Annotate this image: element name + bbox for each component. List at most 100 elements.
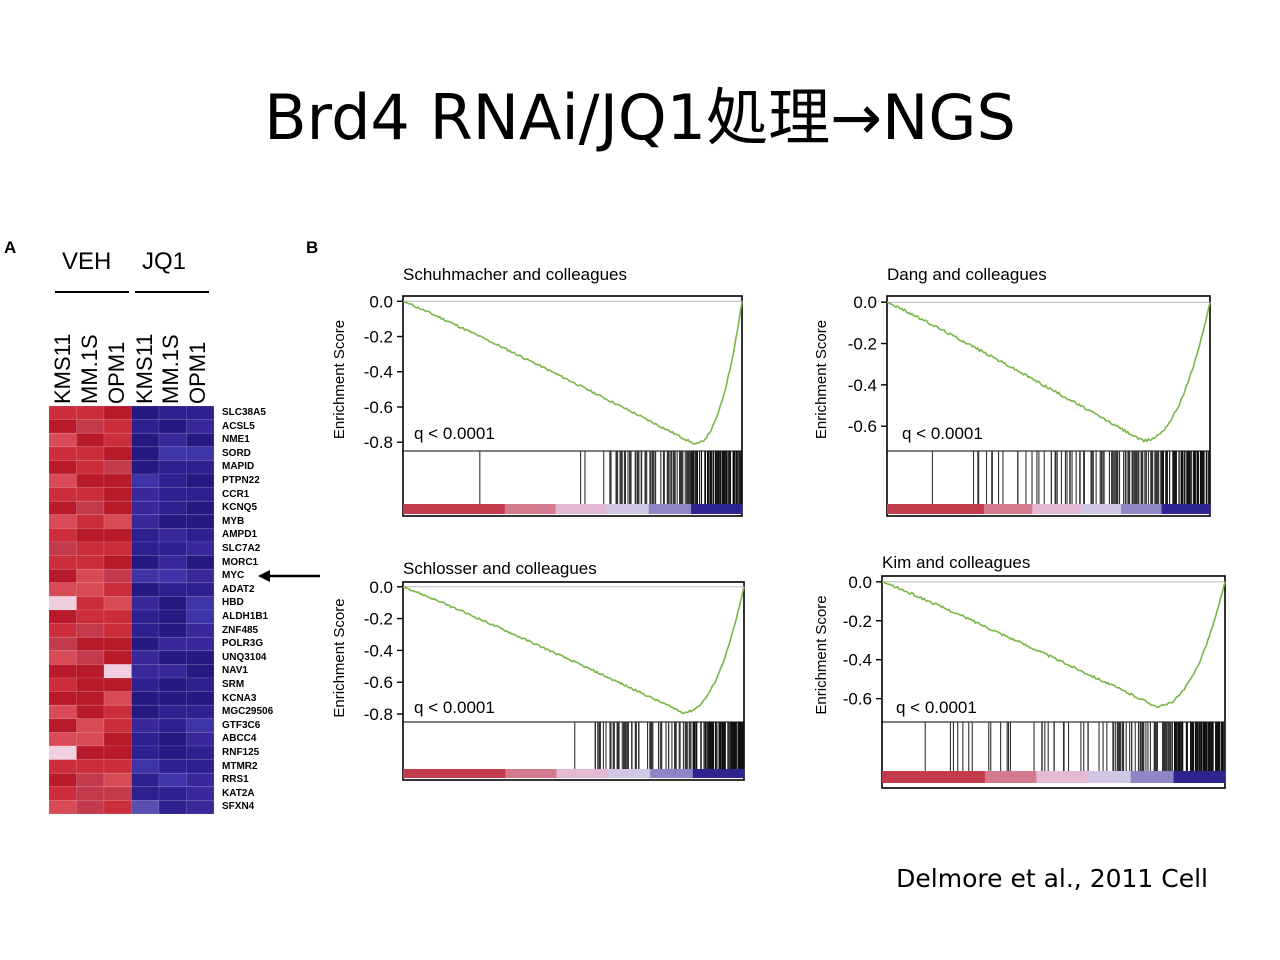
heatmap-cell [49, 704, 77, 720]
heatmap-cell [103, 582, 132, 597]
heatmap-cell [158, 745, 187, 760]
heatmap-cell [158, 718, 187, 733]
heatmap-cell [103, 609, 132, 624]
heatmap-cell [186, 800, 215, 814]
rank-bar-segment [573, 769, 583, 778]
heatmap-cell [186, 473, 215, 488]
rank-bar-segment [650, 769, 660, 778]
heatmap-cell [76, 759, 105, 774]
enrichment-curve [402, 300, 743, 445]
y-tick-label: -0.4 [364, 641, 393, 660]
rank-bar-segment [590, 769, 600, 778]
q-value: q < 0.0001 [896, 698, 977, 717]
heatmap-cell [186, 772, 215, 788]
heatmap-cell [158, 514, 187, 529]
heatmap-cell [49, 745, 77, 760]
rank-bar-segment [1064, 504, 1074, 514]
heatmap-cell [186, 786, 215, 801]
rank-bar-segment [890, 771, 900, 783]
heatmap-cell [76, 487, 105, 502]
y-tick-label: -0.4 [364, 363, 393, 382]
rank-bar-segment [907, 771, 917, 783]
heatmap-cell [131, 609, 160, 624]
rank-bar-segment [967, 504, 977, 514]
slide-title: Brd4 RNAi/JQ1処理→NGS [264, 81, 1016, 154]
heatmap-cell [49, 460, 77, 475]
heatmap-cell [103, 759, 132, 774]
rank-bar-segment [1156, 771, 1166, 783]
rank-bar-segment [657, 504, 667, 514]
rank-bar-segment [564, 769, 575, 778]
rank-bar-segment [599, 769, 609, 778]
rank-bar-segment [411, 504, 421, 514]
rank-bar-segment [419, 504, 430, 514]
y-tick-label: -0.4 [848, 376, 877, 395]
gene-label: HBD [222, 597, 244, 609]
rank-bar-segment [725, 504, 735, 514]
rank-bar-segment [589, 504, 599, 514]
heatmap-cell [103, 406, 132, 420]
heatmap-cell [186, 636, 215, 652]
heatmap-cell [158, 704, 187, 720]
rank-bar-segment [726, 769, 737, 778]
y-tick-label: -0.2 [843, 612, 872, 631]
heatmap-cell [186, 759, 215, 774]
rank-bar-segment [462, 504, 472, 514]
heatmap-cell [49, 419, 77, 434]
heatmap-cell [49, 432, 77, 448]
heatmap-cell [186, 609, 215, 624]
heatmap-cell [103, 528, 132, 543]
y-axis-label: Enrichment Score [813, 595, 830, 714]
heatmap-cell [186, 406, 215, 420]
gene-label: MAPID [222, 461, 255, 473]
heatmap-cell [103, 568, 132, 584]
rank-bar-segment [951, 504, 961, 514]
rank-bar-segment [453, 504, 463, 514]
rank-bar-segment [445, 769, 455, 778]
heatmap-cell [76, 514, 105, 529]
heatmap-cell [186, 650, 215, 665]
rank-bar-segment [991, 504, 1001, 514]
y-tick-label: 0.0 [848, 573, 872, 592]
plot-frame [402, 295, 743, 517]
plot-frame [886, 295, 1211, 517]
rank-bar-segment [692, 769, 702, 778]
rank-bar-segment [521, 504, 531, 514]
heatmap-cell [76, 732, 105, 747]
heatmap-cell [49, 759, 77, 774]
gene-label: PTPN22 [222, 475, 260, 486]
rank-bar-segment [967, 771, 977, 783]
heatmap-cell [103, 446, 132, 461]
rank-bar-segment [1019, 771, 1029, 783]
gene-label: RNF125 [222, 747, 260, 758]
y-tick-label: -0.6 [364, 673, 393, 692]
heatmap-cell [158, 636, 187, 652]
heatmap-cell [131, 636, 160, 652]
heatmap-cell [186, 432, 215, 448]
y-tick-label: -0.8 [364, 433, 393, 452]
rank-bar-segment [699, 504, 709, 514]
rank-bar-segment [496, 504, 506, 514]
gene-label: MYC [222, 570, 245, 582]
heatmap-cell [131, 446, 160, 461]
heatmap-cell [131, 772, 160, 788]
heatmap-cell [49, 568, 77, 584]
heatmap-cell [158, 528, 187, 543]
heatmap-cell [103, 555, 132, 570]
rank-bar-segment [616, 769, 626, 778]
rank-bar-segment [933, 771, 943, 783]
rank-bar-segment [943, 504, 953, 514]
rank-bar-segment [547, 504, 557, 514]
rank-bar-segment [684, 769, 694, 778]
gene-label: NAV1 [222, 665, 248, 677]
rank-bar-segment [887, 504, 896, 514]
plot-title: Schlosser and colleagues [403, 559, 597, 578]
heatmap-cell [131, 664, 160, 679]
rank-bar-segment [641, 769, 651, 778]
heatmap-cell [158, 460, 187, 475]
heatmap-cell [131, 691, 160, 706]
heatmap-cell [131, 800, 160, 814]
column-label: MM.1S [158, 334, 183, 404]
rank-bar-segment [428, 769, 438, 778]
y-tick-label: 0.0 [853, 293, 877, 312]
